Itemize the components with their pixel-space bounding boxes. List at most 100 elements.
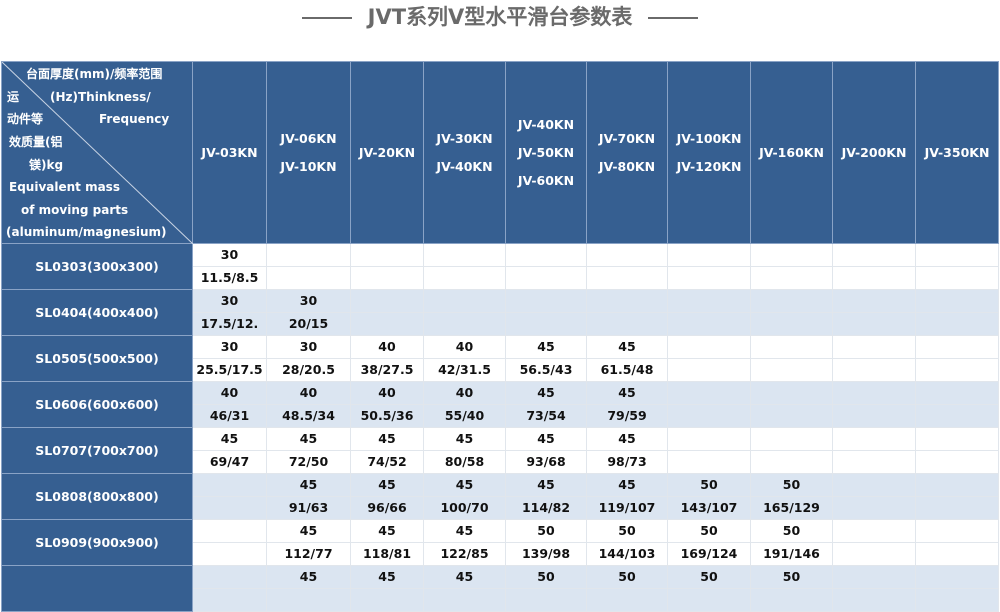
thickness-cell <box>832 243 916 267</box>
thickness-cell <box>915 519 999 543</box>
mass-cell <box>192 542 267 566</box>
mass-cell <box>667 404 751 428</box>
thickness-cell <box>423 289 506 313</box>
column-header: JV-160KN <box>750 61 833 244</box>
mass-cell: 169/124 <box>667 542 751 566</box>
corner-left-line: (aluminum/magnesium) <box>6 225 167 239</box>
mass-cell: 55/40 <box>423 404 506 428</box>
thickness-cell: 45 <box>266 519 351 543</box>
thickness-cell: 50 <box>505 565 587 589</box>
corner-left-line: 动件等 <box>7 112 44 126</box>
thickness-cell <box>586 243 668 267</box>
mass-cell <box>915 542 999 566</box>
mass-cell <box>192 496 267 520</box>
thickness-cell: 40 <box>423 381 506 405</box>
thickness-cell <box>750 427 833 451</box>
mass-cell <box>832 450 916 474</box>
mass-cell <box>505 588 587 612</box>
mass-cell: 20/15 <box>266 312 351 336</box>
mass-cell <box>832 542 916 566</box>
thickness-cell: 45 <box>350 473 424 497</box>
mass-cell <box>915 588 999 612</box>
mass-cell <box>266 588 351 612</box>
thickness-cell: 45 <box>266 427 351 451</box>
spec-table: 台面厚度(mm)/频率范围 (Hz)Thinkness/ Frequency 运… <box>1 61 999 612</box>
corner-top-line: (Hz)Thinkness/ <box>50 90 151 104</box>
mass-cell: 25.5/17.5 <box>192 358 267 382</box>
thickness-cell: 45 <box>423 519 506 543</box>
corner-top-line: 台面厚度(mm)/频率范围 <box>26 67 163 81</box>
mass-cell <box>350 312 424 336</box>
mass-cell <box>750 358 833 382</box>
mass-cell <box>750 450 833 474</box>
thickness-cell <box>350 243 424 267</box>
mass-cell: 74/52 <box>350 450 424 474</box>
model-label: JV-350KN <box>924 144 990 160</box>
thickness-cell: 30 <box>192 289 267 313</box>
mass-cell <box>667 450 751 474</box>
column-header: JV-03KN <box>192 61 267 244</box>
mass-cell: 80/58 <box>423 450 506 474</box>
model-label: JV-40KN <box>517 116 575 132</box>
mass-cell: 17.5/12. <box>192 312 267 336</box>
mass-cell: 72/50 <box>266 450 351 474</box>
column-header: JV-30KN JV-40KN <box>423 61 506 244</box>
thickness-cell <box>667 243 751 267</box>
mass-cell: 91/63 <box>266 496 351 520</box>
model-label: JV-160KN <box>759 144 824 160</box>
table-row: SL0909(900x900) 45 45 45 50 50 50 50 <box>1 519 999 566</box>
row-header: SL0404(400x400) <box>1 289 193 336</box>
mass-cell: 42/31.5 <box>423 358 506 382</box>
mass-cell: 112/77 <box>266 542 351 566</box>
mass-cell: 100/70 <box>423 496 506 520</box>
thickness-cell: 45 <box>505 473 587 497</box>
row-header: SL0707(700x700) <box>1 427 193 474</box>
mass-cell: 28/20.5 <box>266 358 351 382</box>
model-label: JV-60KN <box>517 172 575 188</box>
mass-cell <box>832 404 916 428</box>
thickness-cell: 40 <box>350 381 424 405</box>
mass-cell <box>667 312 751 336</box>
thickness-cell <box>915 381 999 405</box>
mass-cell <box>750 588 833 612</box>
model-label: JV-03KN <box>201 144 258 160</box>
model-label: JV-10KN <box>280 158 337 174</box>
mass-cell: 165/129 <box>750 496 833 520</box>
thickness-cell: 45 <box>505 381 587 405</box>
column-header: JV-350KN <box>915 61 999 244</box>
mass-cell <box>832 266 916 290</box>
mass-cell: 69/47 <box>192 450 267 474</box>
thickness-cell <box>505 243 587 267</box>
table-row: 17.5/12. 20/15 <box>2 312 999 336</box>
mass-cell <box>423 266 506 290</box>
row-header: SL0303(300x300) <box>1 243 193 290</box>
mass-cell <box>266 266 351 290</box>
mass-cell <box>915 404 999 428</box>
table-row: 25.5/17.5 28/20.5 38/27.5 42/31.5 56.5/43 61.… <box>2 358 999 382</box>
thickness-cell: 30 <box>192 335 267 359</box>
mass-cell <box>915 312 999 336</box>
model-label: JV-50KN <box>517 144 575 160</box>
mass-cell <box>423 588 506 612</box>
mass-cell <box>586 312 668 336</box>
thickness-cell <box>832 565 916 589</box>
column-header: JV-40KN JV-50KN JV-60KN <box>505 61 587 244</box>
thickness-cell: 30 <box>266 289 351 313</box>
corner-left-line: Equivalent mass <box>9 180 120 194</box>
corner-header: 台面厚度(mm)/频率范围 (Hz)Thinkness/ Frequency 运… <box>1 61 193 244</box>
thickness-cell <box>832 289 916 313</box>
mass-cell <box>750 266 833 290</box>
thickness-cell: 45 <box>586 335 668 359</box>
table-row: SL0707(700x700) 45 45 45 45 45 45 <box>1 427 999 474</box>
thickness-cell <box>832 427 916 451</box>
mass-cell <box>505 312 587 336</box>
column-header: JV-100KN JV-120KN <box>667 61 751 244</box>
mass-cell: 139/98 <box>505 542 587 566</box>
title-left-rule <box>301 17 352 19</box>
mass-cell <box>350 588 424 612</box>
mass-cell: 118/81 <box>350 542 424 566</box>
model-label: JV-200KN <box>841 144 907 160</box>
thickness-cell: 45 <box>586 427 668 451</box>
thickness-cell: 45 <box>350 427 424 451</box>
table-row: SL0606(600x600) 40 40 40 40 45 45 <box>1 381 999 428</box>
